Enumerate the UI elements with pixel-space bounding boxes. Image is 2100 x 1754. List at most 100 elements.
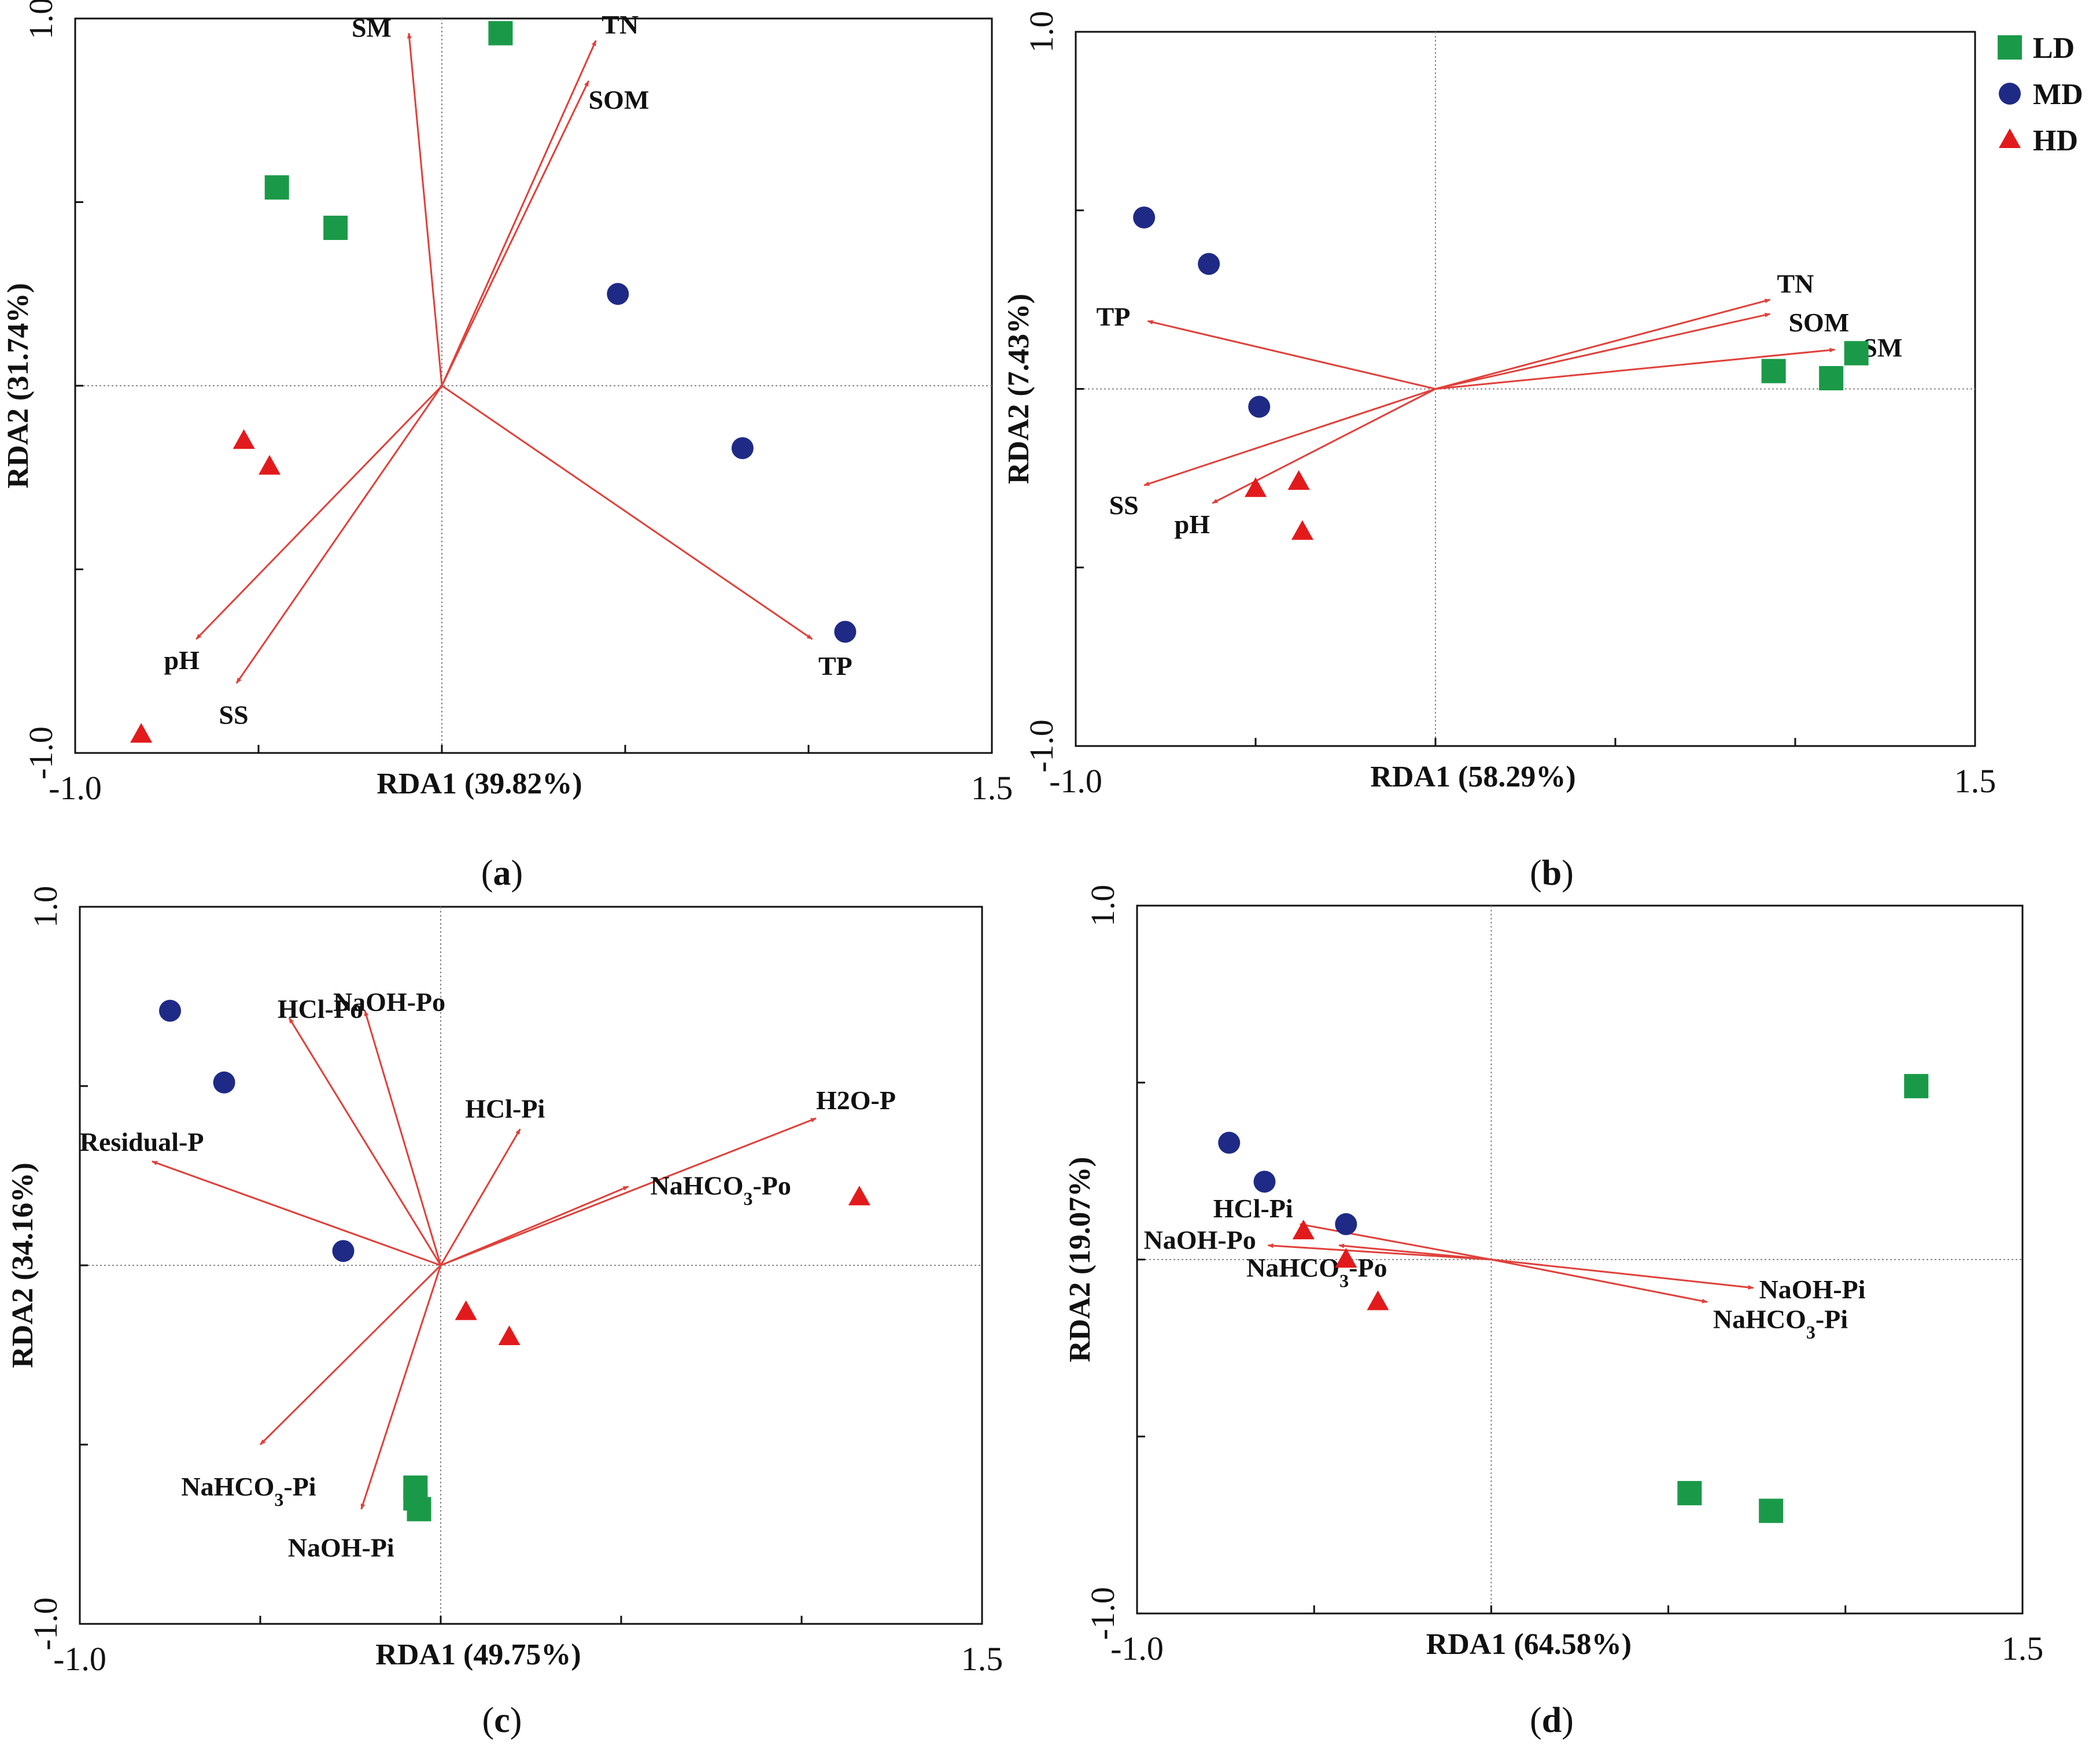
point-ld-2 (1677, 1480, 1702, 1505)
point-md-1 (1218, 1132, 1241, 1154)
point-ld-3 (323, 215, 348, 240)
point-hd-1 (232, 429, 255, 449)
legend: LD MD HD (1998, 32, 2083, 157)
vector-arrow-ss (235, 385, 443, 684)
legend-marker-md (1999, 83, 2021, 105)
y-tick-label-max: 1.0 (27, 886, 64, 928)
vector-arrow-naoh-pi (1491, 1258, 1754, 1290)
vector-label-ss: SS (219, 700, 248, 729)
y-tick-label-max: 1.0 (22, 0, 60, 39)
point-md-1 (159, 999, 181, 1022)
x-tick-label-min: -1.0 (53, 1640, 106, 1678)
point-ld-3 (407, 1497, 431, 1522)
vector-arrow-som (1435, 312, 1771, 390)
panel-b: -1.0 1.5 1.0 -1.0 RDA1 (58.29%) RDA2 (7.43%) T… (1002, 11, 1996, 800)
vector-arrow-naoh-pi (360, 1265, 442, 1510)
point-md-3 (1335, 1213, 1357, 1235)
y-axis-label: RDA2 (31.74%) (2, 283, 35, 488)
y-tick-label-min: -1.0 (22, 726, 60, 780)
y-axis-label: RDA2 (34.16%) (6, 1162, 39, 1368)
point-ld-3 (1759, 1498, 1784, 1523)
legend-label-ld: LD (2033, 32, 2075, 65)
point-md-2 (731, 437, 754, 459)
point-hd-3 (130, 723, 153, 743)
vector-label-hcl-po: HCl-Po (278, 994, 363, 1024)
point-hd-1 (848, 1186, 870, 1206)
point-ld-1 (1844, 341, 1869, 365)
point-hd-2 (1287, 470, 1310, 490)
legend-marker-hd (1999, 128, 2021, 148)
vector-label-hcl-pi: HCl-Pi (465, 1094, 545, 1123)
vector-label-tn: TN (1777, 269, 1814, 298)
x-tick-label-min: -1.0 (49, 769, 102, 807)
panel-d-caption: (d) (1530, 1701, 1574, 1740)
x-tick-label-max: 1.5 (2002, 1630, 2044, 1667)
x-axis-label: RDA1 (49.75%) (375, 1638, 581, 1671)
y-tick-label-max: 1.0 (1084, 885, 1121, 927)
panel-a-caption: (a) (481, 854, 523, 893)
vector-label-ph: pH (164, 645, 200, 675)
vector-arrow-sm (1435, 348, 1836, 390)
point-md-2 (213, 1071, 235, 1094)
vector-arrow-som (441, 80, 589, 386)
x-tick-label-max: 1.5 (1954, 762, 1996, 800)
vector-label-tn: TN (601, 10, 639, 39)
y-tick-label-min: -1.0 (1084, 1587, 1121, 1640)
vector-label-tp: TP (818, 651, 852, 681)
vector-arrow-ss (1143, 388, 1436, 486)
vector-arrow-nahco3-pi (259, 1264, 442, 1446)
vector-arrow-h2o-p (440, 1117, 817, 1266)
x-tick-label-max: 1.5 (971, 769, 1013, 807)
vector-label-residual-p: Residual-P (80, 1127, 204, 1157)
vector-arrow-sm (407, 32, 443, 386)
vector-arrow-ph (195, 385, 443, 640)
vector-arrow-hcl-po (288, 1017, 442, 1266)
point-hd-2 (259, 455, 281, 475)
point-ld-1 (488, 21, 513, 46)
vector-label-sm: SM (1862, 333, 1902, 363)
point-hd-1 (1292, 1220, 1315, 1240)
vector-label-sm: SM (352, 13, 392, 42)
panel-b-caption: (b) (1530, 854, 1574, 893)
x-tick-label-min: -1.0 (1110, 1630, 1164, 1667)
point-md-3 (332, 1240, 355, 1262)
vector-label-ss: SS (1109, 490, 1139, 520)
point-hd-2 (1335, 1248, 1357, 1268)
vector-arrow-residual-p (151, 1160, 441, 1266)
point-md-2 (1198, 253, 1220, 275)
x-tick-label-max: 1.5 (961, 1640, 1003, 1678)
point-hd-2 (455, 1300, 477, 1320)
vector-arrow-tp (1147, 320, 1436, 390)
panel-c: -1.0 1.5 1.0 -1.0 RDA1 (49.75%) RDA2 (34.16%)… (6, 886, 1003, 1678)
vector-arrow-nahco3-po (1338, 1243, 1492, 1261)
vector-label-naoh-pi: NaOH-Pi (1759, 1275, 1866, 1304)
point-md-2 (1253, 1170, 1276, 1193)
point-ld-2 (1761, 359, 1786, 383)
y-tick-label-min: -1.0 (1023, 719, 1060, 773)
vector-label-h2o-p: H2O-P (816, 1085, 896, 1115)
vector-label-nahco3-po: NaHCO3-Po (650, 1171, 791, 1209)
point-hd-3 (1367, 1290, 1389, 1310)
point-ld-2 (264, 175, 289, 200)
point-md-1 (1133, 206, 1156, 229)
point-md-3 (834, 621, 857, 643)
x-axis-label: RDA1 (64.58%) (1426, 1628, 1632, 1661)
x-axis-label: RDA1 (58.29%) (1370, 760, 1575, 793)
vector-arrow-naoh-po (364, 1010, 442, 1266)
x-tick-label-min: -1.0 (1049, 762, 1102, 800)
vector-label-naoh-po: NaOH-Po (333, 987, 445, 1017)
vector-arrow-naoh-po (1267, 1243, 1492, 1261)
point-md-1 (607, 283, 629, 305)
vector-arrow-tn (441, 40, 597, 386)
point-hd-1 (1245, 477, 1267, 497)
vector-arrow-ph (1212, 388, 1436, 504)
vector-label-nahco3-pi: NaHCO3-Pi (181, 1472, 316, 1510)
y-axis-label: RDA2 (7.43%) (1002, 294, 1035, 484)
legend-label-hd: HD (2033, 124, 2078, 157)
point-hd-3 (1291, 520, 1313, 540)
vector-label-ph: pH (1175, 509, 1210, 539)
point-hd-3 (498, 1325, 521, 1345)
vector-arrow-tn (1435, 298, 1771, 390)
legend-marker-ld (1998, 35, 2022, 60)
